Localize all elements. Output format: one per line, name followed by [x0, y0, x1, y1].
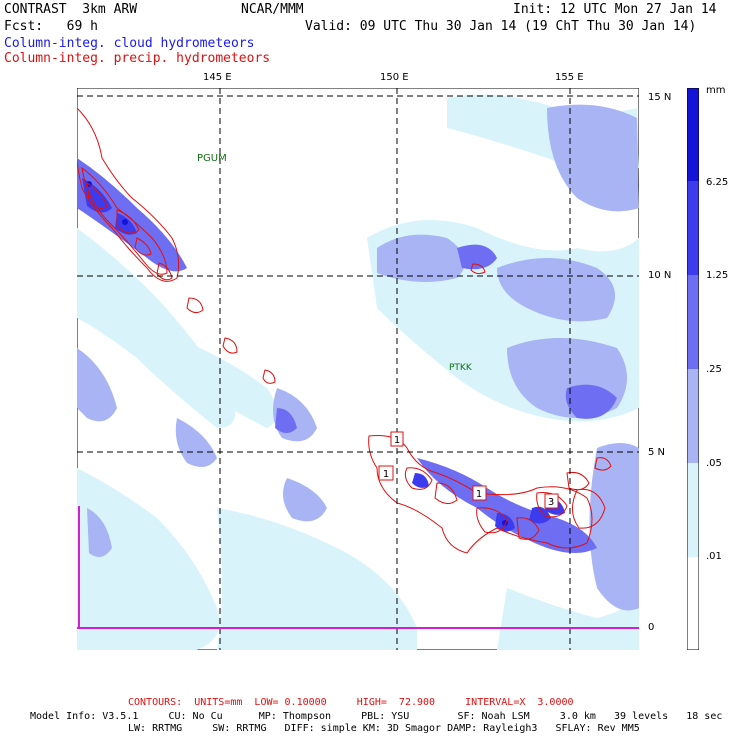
legend-level-125: 1.25 [706, 270, 729, 281]
legend-swatch-3 [687, 275, 699, 369]
svg-text:3: 3 [548, 497, 554, 508]
legend-level-625: 6.25 [706, 177, 729, 188]
legend-swatch-1 [687, 88, 699, 181]
precip-contours [77, 107, 612, 554]
lon-label-150: 150 E [380, 72, 409, 83]
contour-label-1a: 1 [390, 431, 404, 447]
svg-text:1: 1 [476, 489, 482, 500]
lon-label-155: 155 E [555, 72, 584, 83]
hydrometeor-map: 1 1 1 3 PGUM PTKK [77, 88, 639, 650]
shading-level-25 [77, 158, 617, 553]
contour-label-1c: 1 [472, 485, 487, 501]
contour-label-1b: 1 [378, 465, 394, 481]
legend-level-05: .05 [706, 458, 722, 469]
organization: NCAR/MMM [241, 2, 304, 17]
legend-level-25: .25 [706, 364, 722, 375]
lat-label-0: 0 [648, 622, 655, 633]
legend-unit: mm [706, 85, 726, 96]
lon-label-145: 145 E [203, 72, 232, 83]
station-ptkk: PTKK [449, 363, 473, 373]
lat-lon-grid [77, 88, 639, 650]
legend-colorbar [687, 88, 699, 650]
forecast-hour: Fcst: 69 h [4, 19, 98, 34]
cloud-field-label: Column-integ. cloud hydrometeors [4, 36, 255, 51]
valid-time: Valid: 09 UTC Thu 30 Jan 14 (19 ChT Thu … [305, 19, 697, 34]
model-info-line-2: LW: RRTMG SW: RRTMG DIFF: simple KM: 3D … [128, 723, 640, 734]
svg-text:1: 1 [394, 435, 400, 446]
equator-line [77, 506, 639, 629]
legend-swatch-2 [687, 181, 699, 275]
lat-label-15n: 15 N [648, 92, 672, 103]
contour-label-3: 3 [544, 493, 559, 509]
init-time: Init: 12 UTC Mon 27 Jan 14 [513, 2, 717, 17]
lat-label-10n: 10 N [648, 270, 672, 281]
legend-level-01: .01 [706, 551, 722, 562]
model-name: CONTRAST 3km ARW [4, 2, 138, 17]
lat-label-5n: 5 N [648, 447, 666, 458]
contour-info: CONTOURS: UNITS=mm LOW= 0.10000 HIGH= 72… [128, 697, 574, 708]
legend-swatch-4 [687, 369, 699, 463]
svg-text:1: 1 [383, 469, 389, 480]
station-pgum: PGUM [197, 153, 227, 164]
legend-swatch-6 [687, 557, 699, 650]
model-info-line-1: Model Info: V3.5.1 CU: No Cu MP: Thompso… [30, 711, 723, 722]
legend-swatch-5 [687, 463, 699, 557]
precip-field-label: Column-integ. precip. hydrometeors [4, 51, 271, 66]
